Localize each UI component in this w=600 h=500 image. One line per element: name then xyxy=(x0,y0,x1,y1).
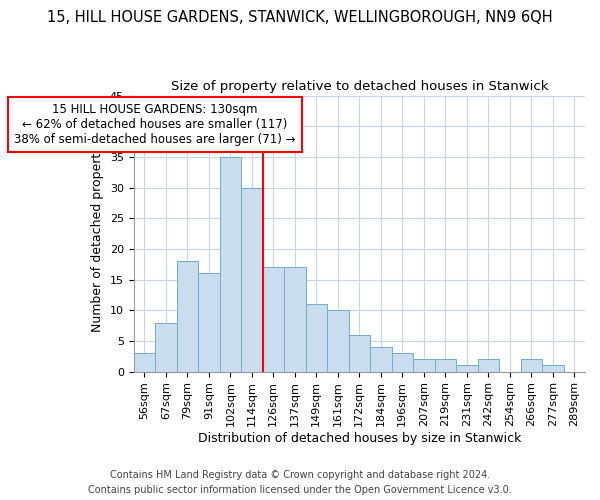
Bar xyxy=(220,157,241,372)
Bar xyxy=(392,353,413,372)
Bar xyxy=(198,274,220,372)
Text: Contains HM Land Registry data © Crown copyright and database right 2024.: Contains HM Land Registry data © Crown c… xyxy=(110,470,490,480)
Bar xyxy=(327,310,349,372)
X-axis label: Distribution of detached houses by size in Stanwick: Distribution of detached houses by size … xyxy=(197,432,521,445)
Bar xyxy=(155,322,176,372)
Text: Contains public sector information licensed under the Open Government Licence v3: Contains public sector information licen… xyxy=(88,485,512,495)
Bar xyxy=(434,360,456,372)
Bar xyxy=(370,347,392,372)
Y-axis label: Number of detached properties: Number of detached properties xyxy=(91,135,104,332)
Bar xyxy=(305,304,327,372)
Bar xyxy=(478,360,499,372)
Title: Size of property relative to detached houses in Stanwick: Size of property relative to detached ho… xyxy=(170,80,548,93)
Bar xyxy=(413,360,434,372)
Text: 15, HILL HOUSE GARDENS, STANWICK, WELLINGBOROUGH, NN9 6QH: 15, HILL HOUSE GARDENS, STANWICK, WELLIN… xyxy=(47,10,553,25)
Bar xyxy=(521,360,542,372)
Bar xyxy=(241,188,263,372)
Bar xyxy=(176,261,198,372)
Bar xyxy=(134,353,155,372)
Bar xyxy=(456,366,478,372)
Text: 15 HILL HOUSE GARDENS: 130sqm
← 62% of detached houses are smaller (117)
38% of : 15 HILL HOUSE GARDENS: 130sqm ← 62% of d… xyxy=(14,103,296,146)
Bar xyxy=(542,366,563,372)
Bar xyxy=(349,335,370,372)
Bar xyxy=(284,268,305,372)
Bar xyxy=(263,268,284,372)
